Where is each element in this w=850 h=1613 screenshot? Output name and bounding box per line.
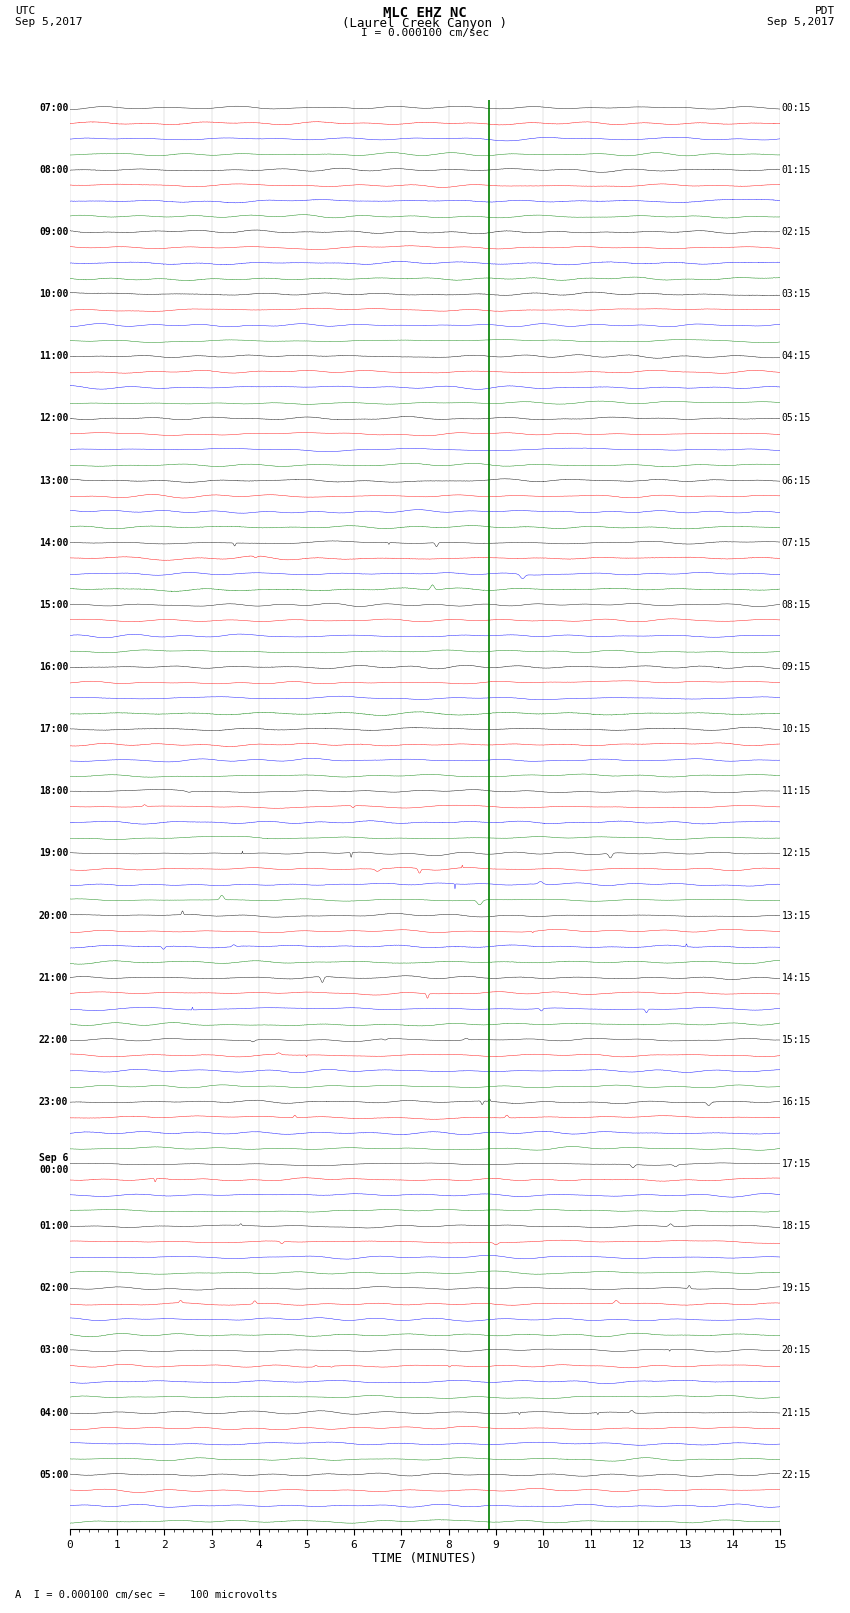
Text: 22:15: 22:15 bbox=[782, 1469, 811, 1479]
Text: 08:00: 08:00 bbox=[39, 165, 68, 174]
Text: 07:00: 07:00 bbox=[39, 103, 68, 113]
Text: 15:00: 15:00 bbox=[39, 600, 68, 610]
Text: 13:00: 13:00 bbox=[39, 476, 68, 486]
Text: 13:15: 13:15 bbox=[782, 910, 811, 921]
Text: 19:15: 19:15 bbox=[782, 1284, 811, 1294]
Text: 09:15: 09:15 bbox=[782, 661, 811, 673]
Text: 18:00: 18:00 bbox=[39, 786, 68, 797]
Text: 09:00: 09:00 bbox=[39, 227, 68, 237]
Text: Sep 6
00:00: Sep 6 00:00 bbox=[39, 1153, 68, 1174]
Text: 03:15: 03:15 bbox=[782, 289, 811, 298]
Text: Sep 5,2017: Sep 5,2017 bbox=[15, 18, 82, 27]
Text: 19:00: 19:00 bbox=[39, 848, 68, 858]
Text: 21:00: 21:00 bbox=[39, 973, 68, 982]
Text: 12:00: 12:00 bbox=[39, 413, 68, 424]
Text: 11:00: 11:00 bbox=[39, 352, 68, 361]
Text: 01:00: 01:00 bbox=[39, 1221, 68, 1231]
Text: (Laurel Creek Canyon ): (Laurel Creek Canyon ) bbox=[343, 18, 507, 31]
Text: 23:00: 23:00 bbox=[39, 1097, 68, 1107]
Text: 12:15: 12:15 bbox=[782, 848, 811, 858]
Text: 04:15: 04:15 bbox=[782, 352, 811, 361]
Text: 17:15: 17:15 bbox=[782, 1160, 811, 1169]
Text: 22:00: 22:00 bbox=[39, 1036, 68, 1045]
Text: UTC: UTC bbox=[15, 5, 36, 16]
Text: 20:15: 20:15 bbox=[782, 1345, 811, 1355]
Text: 07:15: 07:15 bbox=[782, 537, 811, 548]
Text: 02:00: 02:00 bbox=[39, 1284, 68, 1294]
Text: 01:15: 01:15 bbox=[782, 165, 811, 174]
Text: 16:00: 16:00 bbox=[39, 661, 68, 673]
Text: 05:15: 05:15 bbox=[782, 413, 811, 424]
Text: 15:15: 15:15 bbox=[782, 1036, 811, 1045]
Text: 10:15: 10:15 bbox=[782, 724, 811, 734]
Text: 06:15: 06:15 bbox=[782, 476, 811, 486]
Text: 18:15: 18:15 bbox=[782, 1221, 811, 1231]
Text: 17:00: 17:00 bbox=[39, 724, 68, 734]
Text: 21:15: 21:15 bbox=[782, 1408, 811, 1418]
Text: 14:15: 14:15 bbox=[782, 973, 811, 982]
Text: 08:15: 08:15 bbox=[782, 600, 811, 610]
Text: 04:00: 04:00 bbox=[39, 1408, 68, 1418]
Text: 11:15: 11:15 bbox=[782, 786, 811, 797]
X-axis label: TIME (MINUTES): TIME (MINUTES) bbox=[372, 1552, 478, 1565]
Text: 02:15: 02:15 bbox=[782, 227, 811, 237]
Text: 14:00: 14:00 bbox=[39, 537, 68, 548]
Text: A  I = 0.000100 cm/sec =    100 microvolts: A I = 0.000100 cm/sec = 100 microvolts bbox=[15, 1590, 278, 1600]
Text: PDT: PDT bbox=[814, 5, 835, 16]
Text: 20:00: 20:00 bbox=[39, 910, 68, 921]
Text: 03:00: 03:00 bbox=[39, 1345, 68, 1355]
Text: 05:00: 05:00 bbox=[39, 1469, 68, 1479]
Text: 10:00: 10:00 bbox=[39, 289, 68, 298]
Text: I = 0.000100 cm/sec: I = 0.000100 cm/sec bbox=[361, 29, 489, 39]
Text: 00:15: 00:15 bbox=[782, 103, 811, 113]
Text: Sep 5,2017: Sep 5,2017 bbox=[768, 18, 835, 27]
Text: MLC EHZ NC: MLC EHZ NC bbox=[383, 5, 467, 19]
Text: 16:15: 16:15 bbox=[782, 1097, 811, 1107]
